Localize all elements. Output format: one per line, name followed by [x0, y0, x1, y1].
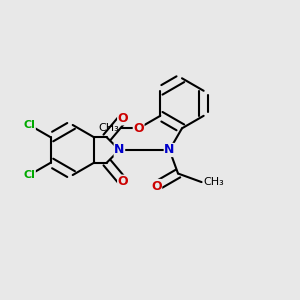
- Text: O: O: [151, 179, 162, 193]
- Text: O: O: [118, 175, 128, 188]
- Text: O: O: [118, 112, 128, 125]
- Text: Cl: Cl: [23, 170, 35, 180]
- Text: Cl: Cl: [23, 120, 35, 130]
- Text: N: N: [114, 143, 124, 157]
- Text: N: N: [164, 143, 175, 157]
- Text: O: O: [133, 122, 144, 135]
- Text: CH₃: CH₃: [203, 177, 224, 187]
- Text: CH₃: CH₃: [98, 123, 119, 133]
